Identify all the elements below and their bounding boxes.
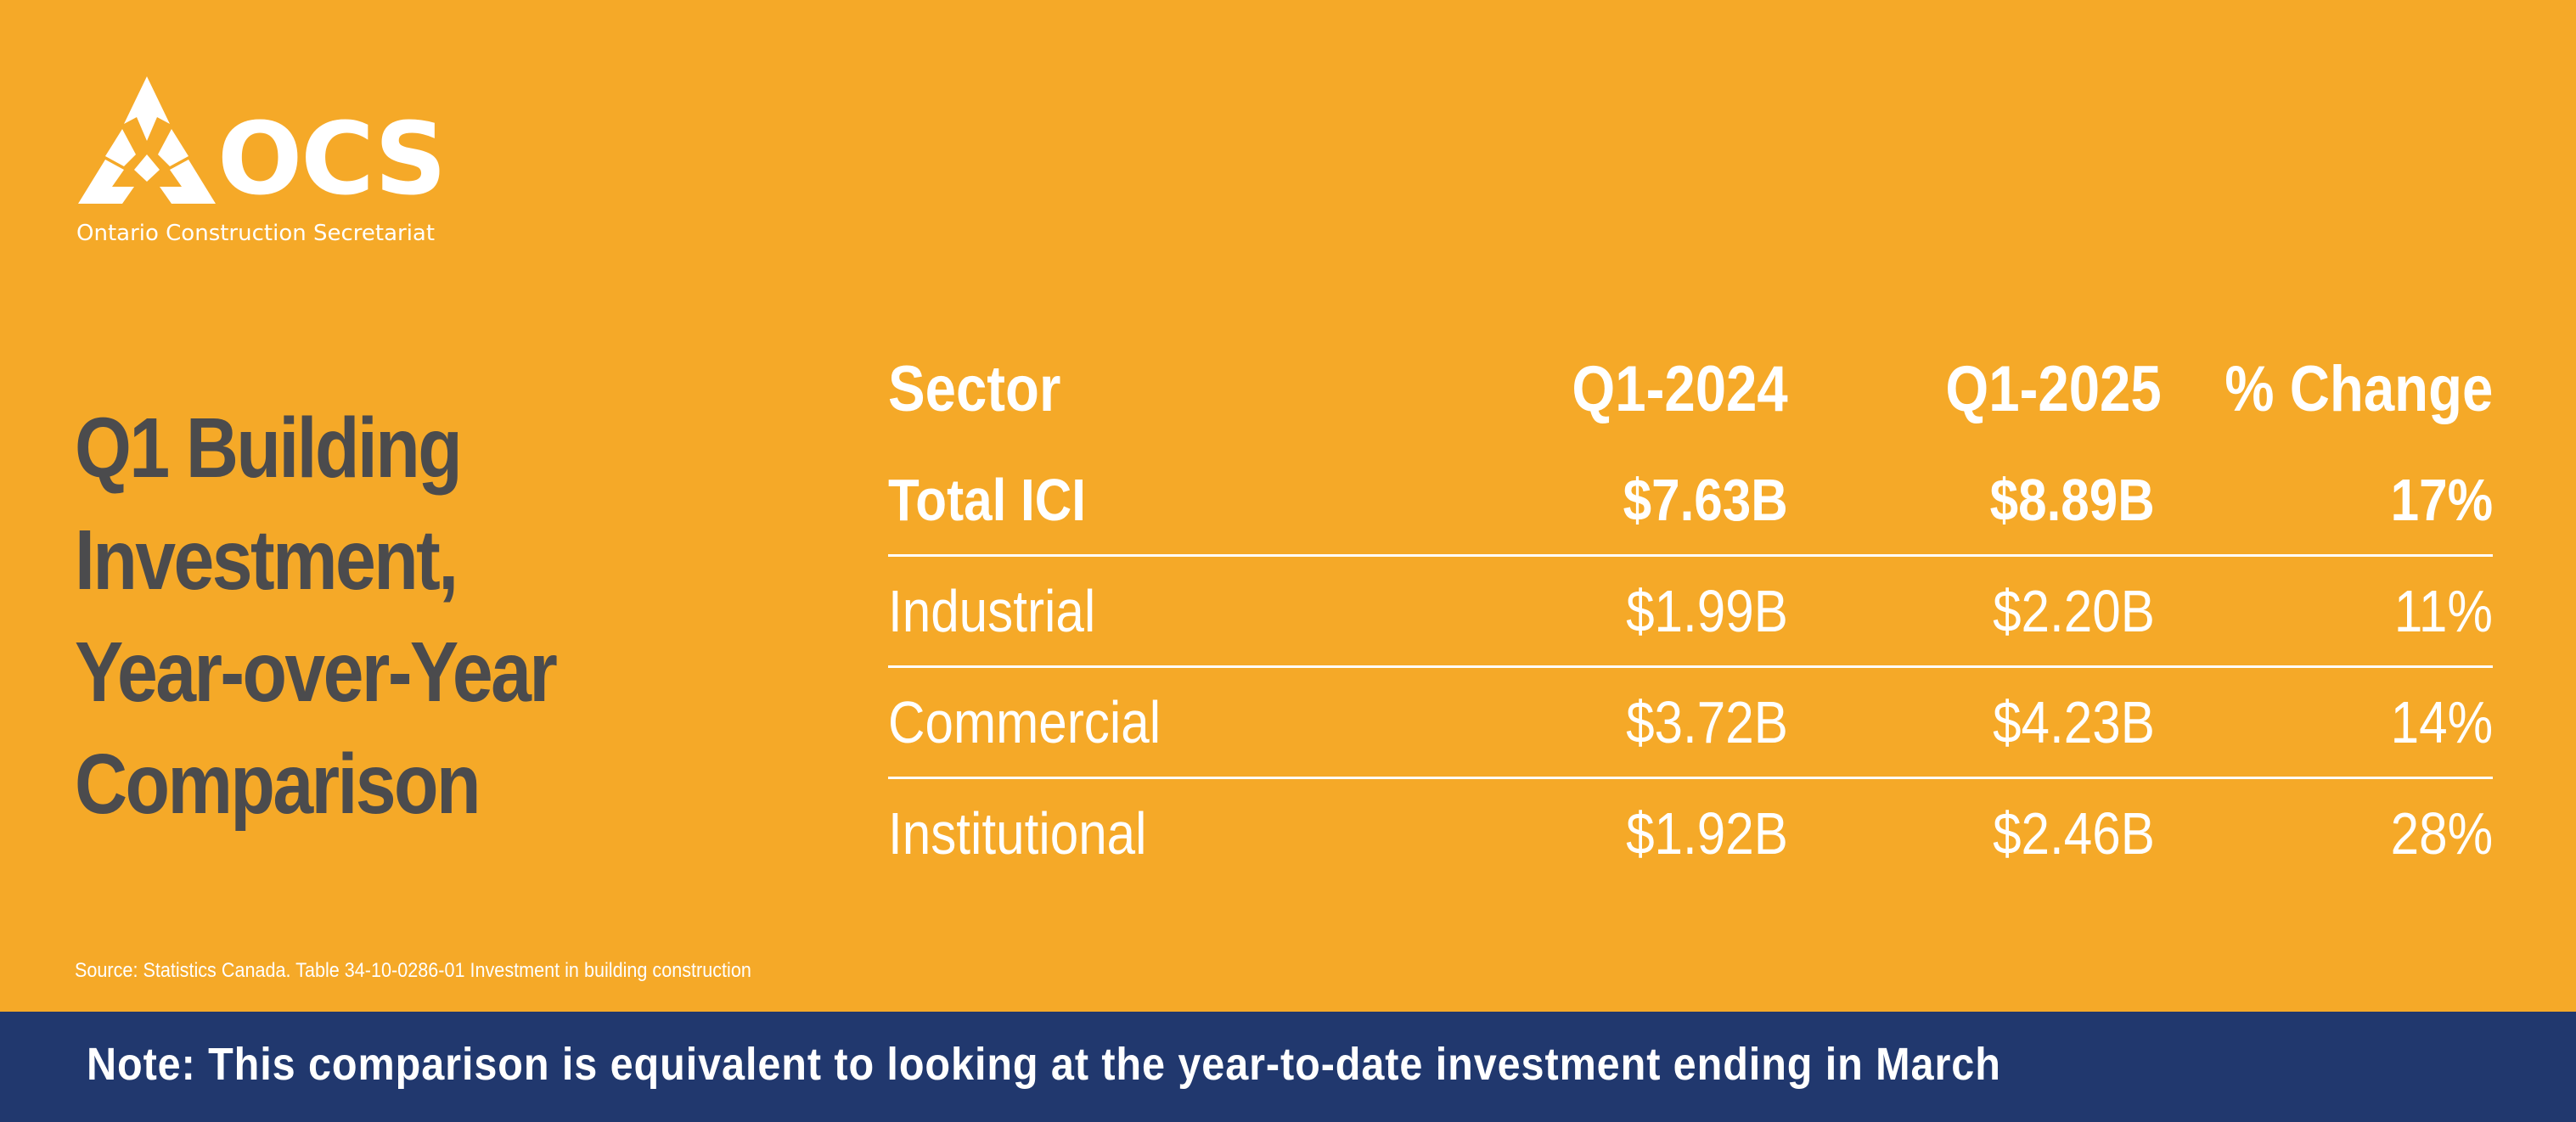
table-header-row: Sector Q1-2024 Q1-2025 % Change [888,344,2493,446]
header-percent-change: % Change [2224,353,2493,425]
sector-cell: Total ICI [888,467,1086,533]
note-banner: Note: This comparison is equivalent to l… [0,1012,2576,1122]
q1-2025-cell: $4.23B [1993,689,2155,755]
title-line: Investment, [75,513,458,608]
header-sector: Sector [888,353,1061,425]
investment-table: Sector Q1-2024 Q1-2025 % Change Total IC… [888,344,2493,888]
change-cell: 11% [2393,578,2493,644]
change-cell: 28% [2390,800,2493,867]
q1-2024-cell: $7.63B [1623,467,1788,533]
header-q1-2025: Q1-2025 [1945,353,2162,425]
sector-cell: Industrial [888,578,1096,644]
table-row: Total ICI $7.63B $8.89B 17% [888,446,2493,554]
ocs-logo: OCS Ontario Construction Secretariat [75,75,482,253]
sector-cell: Commercial [888,689,1161,755]
logo-subtitle: Ontario Construction Secretariat [76,221,436,246]
q1-2025-cell: $2.46B [1993,800,2155,867]
title-line: Comparison [75,737,481,832]
q1-2024-cell: $1.99B [1626,578,1788,644]
logo-wordmark: OCS [217,100,447,217]
table-row: Institutional $1.92B $2.46B 28% [888,777,2493,888]
q1-2024-cell: $1.92B [1626,800,1788,867]
change-cell: 17% [2390,467,2493,533]
table-row: Industrial $1.99B $2.20B 11% [888,554,2493,665]
table-row: Commercial $3.72B $4.23B 14% [888,665,2493,777]
ocs-logo-icon [78,76,216,204]
title-line: Year-over-Year [75,625,558,720]
change-cell: 14% [2390,689,2493,755]
header-q1-2024: Q1-2024 [1572,353,1788,425]
q1-2025-cell: $8.89B [1989,467,2155,533]
title-line: Q1 Building [75,401,463,496]
q1-2025-cell: $2.20B [1993,578,2155,644]
q1-2024-cell: $3.72B [1626,689,1788,755]
source-note: Source: Statistics Canada. Table 34-10-0… [75,959,751,982]
sector-cell: Institutional [888,800,1147,867]
note-text: Note: This comparison is equivalent to l… [87,1039,2001,1090]
page-title: Q1 Building Investment, Year-over-Year C… [75,392,732,840]
